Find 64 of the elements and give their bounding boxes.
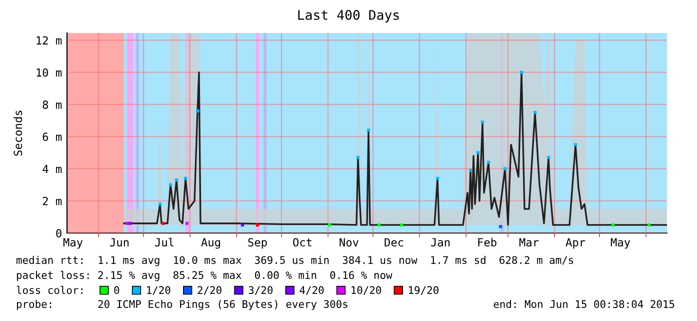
legend-label: 2/20 [198,286,222,295]
chart-title: Last 400 Days [298,10,399,22]
legend-label: 10/20 [352,286,382,295]
point [174,178,178,182]
x-tick-label: May [63,238,83,249]
point [185,222,189,225]
x-tick-label: Mar [519,238,539,247]
legend-label: 0 [114,286,120,294]
point [503,167,507,170]
point [356,156,360,160]
x-tick-label: Dec [384,238,404,247]
point [377,223,381,227]
x-tick-label: May [610,238,630,249]
text: median rtt: 1.1 ms avg 10.0 ms max 369.5 us min 384.1 us now 1.7 ms sd 628.2 m am/s [16,256,574,266]
point [468,168,472,172]
legend-label: 4/20 [300,286,324,295]
legend-label: 1/20 [147,286,170,295]
point [436,176,440,180]
x-tick-label: Aug [201,238,220,249]
point [486,160,490,164]
y-tick-label: 0 [56,229,62,238]
text: probe: 20 ICMP Echo Pings (56 Bytes) every 300s [16,300,348,310]
point [520,70,524,74]
x-tick-label: Nov [340,238,358,247]
point [480,120,484,124]
point [161,222,165,225]
point [476,151,480,154]
x-tick-label: Sep [248,238,267,249]
point [647,223,651,227]
point [196,109,200,112]
point [168,183,172,186]
point [498,225,502,228]
x-tick-label: Oct [293,238,312,247]
legend-title: loss color: [16,286,82,294]
point [184,176,188,180]
y-tick-label: 12 m [36,36,62,44]
x-tick-label: Jul [155,238,174,247]
point [158,202,162,206]
line-series [123,72,667,226]
legend-label: 19/20 [409,286,438,295]
x-tick-label: Feb [478,238,496,247]
point [366,128,370,132]
x-tick-label: Jan [431,238,450,247]
legend-label: 3/20 [248,286,273,295]
y-tick-label: 8 m [42,100,62,109]
point [611,223,615,227]
x-tick-label: Jun [110,238,129,247]
text: end: Mon Jun 15 00:38:04 2015 [494,300,674,308]
point [546,156,550,160]
point [125,222,129,225]
point [574,143,578,146]
y-tick-label: 4 m [42,164,62,173]
y-tick-label: 6 m [42,132,62,142]
point [400,223,404,227]
x-tick-label: Apr [566,238,586,249]
point [533,110,537,114]
point [128,222,132,225]
point [240,223,244,227]
y-tick-label: 2 m [42,196,62,206]
y-axis-title: Seconds [14,110,22,156]
y-tick-label: 10 m [36,68,62,77]
text: packet loss: 2.15 % avg 85.25 % max 0.00 % min 0.16 % now [16,270,392,282]
point [256,223,260,227]
point [328,223,332,227]
